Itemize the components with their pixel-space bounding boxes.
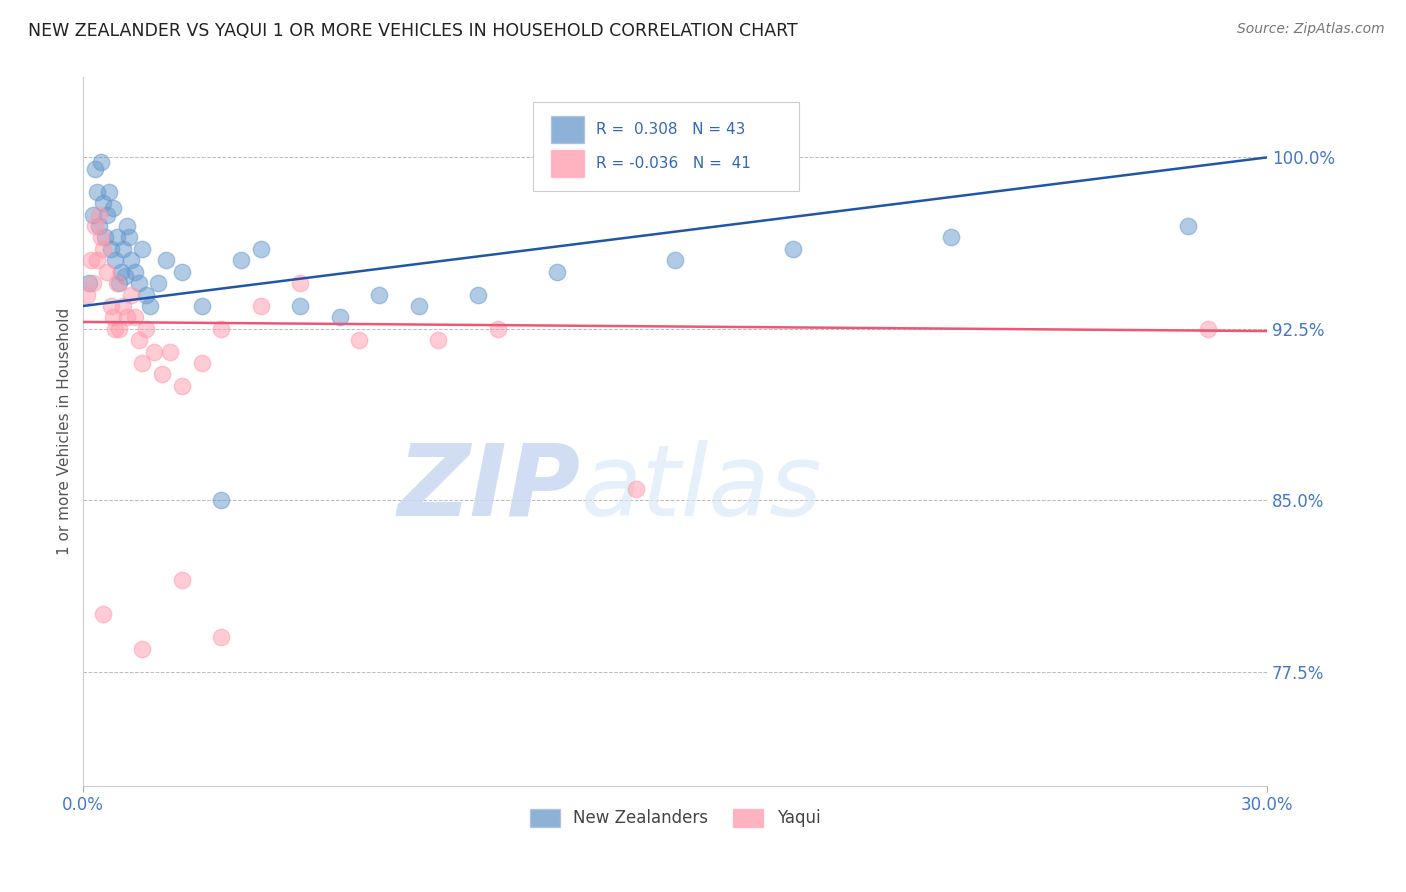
Point xyxy=(408,299,430,313)
Point xyxy=(84,219,107,233)
Point xyxy=(96,265,118,279)
Point xyxy=(86,185,108,199)
Point xyxy=(368,287,391,301)
Point xyxy=(107,322,129,336)
Point xyxy=(128,333,150,347)
Point xyxy=(76,287,98,301)
Point xyxy=(131,242,153,256)
Point xyxy=(87,208,110,222)
Point xyxy=(624,482,647,496)
FancyBboxPatch shape xyxy=(551,150,583,177)
Point xyxy=(111,242,134,256)
Point xyxy=(349,333,371,347)
Point xyxy=(91,242,114,256)
Point xyxy=(209,322,232,336)
FancyBboxPatch shape xyxy=(533,103,800,191)
Text: atlas: atlas xyxy=(581,440,823,537)
Text: R = -0.036   N =  41: R = -0.036 N = 41 xyxy=(596,155,751,170)
Point xyxy=(124,310,146,325)
Point xyxy=(94,230,117,244)
Point xyxy=(96,208,118,222)
Point xyxy=(150,368,173,382)
Point xyxy=(467,287,489,301)
Point xyxy=(329,310,352,325)
Point xyxy=(155,253,177,268)
Point xyxy=(229,253,252,268)
Point xyxy=(782,242,804,256)
Point xyxy=(82,276,104,290)
Point xyxy=(115,219,138,233)
Text: ZIP: ZIP xyxy=(398,440,581,537)
Point xyxy=(101,310,124,325)
Point xyxy=(664,253,686,268)
FancyBboxPatch shape xyxy=(551,116,583,143)
Point xyxy=(105,276,128,290)
Point xyxy=(115,310,138,325)
Point xyxy=(128,276,150,290)
Point xyxy=(91,607,114,622)
Point xyxy=(120,287,142,301)
Point xyxy=(170,573,193,587)
Point xyxy=(209,493,232,508)
Point xyxy=(148,276,170,290)
Point xyxy=(486,322,509,336)
Point xyxy=(120,253,142,268)
Point xyxy=(84,161,107,176)
Text: Source: ZipAtlas.com: Source: ZipAtlas.com xyxy=(1237,22,1385,37)
Point xyxy=(77,276,100,290)
Point xyxy=(107,276,129,290)
Point xyxy=(110,265,132,279)
Point xyxy=(427,333,450,347)
Point xyxy=(100,299,122,313)
Point xyxy=(90,230,112,244)
Point xyxy=(90,155,112,169)
Point xyxy=(111,299,134,313)
Point xyxy=(135,322,157,336)
Point xyxy=(97,185,120,199)
Point xyxy=(143,344,166,359)
Point xyxy=(546,265,568,279)
Point xyxy=(105,230,128,244)
Point xyxy=(159,344,181,359)
Point xyxy=(290,276,312,290)
Point xyxy=(131,641,153,656)
Y-axis label: 1 or more Vehicles in Household: 1 or more Vehicles in Household xyxy=(58,308,72,555)
Point xyxy=(104,322,127,336)
Point xyxy=(139,299,162,313)
Point xyxy=(82,208,104,222)
Text: R =  0.308   N = 43: R = 0.308 N = 43 xyxy=(596,121,745,136)
Point xyxy=(170,379,193,393)
Point xyxy=(86,253,108,268)
Point xyxy=(104,253,127,268)
Point xyxy=(941,230,963,244)
Point xyxy=(250,299,273,313)
Point xyxy=(135,287,157,301)
Point xyxy=(209,630,232,644)
Point xyxy=(100,242,122,256)
Point xyxy=(118,230,141,244)
Legend: New Zealanders, Yaqui: New Zealanders, Yaqui xyxy=(523,802,827,834)
Point xyxy=(131,356,153,370)
Point xyxy=(80,253,103,268)
Text: NEW ZEALANDER VS YAQUI 1 OR MORE VEHICLES IN HOUSEHOLD CORRELATION CHART: NEW ZEALANDER VS YAQUI 1 OR MORE VEHICLE… xyxy=(28,22,797,40)
Point xyxy=(124,265,146,279)
Point xyxy=(1197,322,1219,336)
Point xyxy=(114,269,136,284)
Point xyxy=(1177,219,1199,233)
Point xyxy=(170,265,193,279)
Point xyxy=(91,196,114,211)
Point xyxy=(290,299,312,313)
Point xyxy=(87,219,110,233)
Point xyxy=(250,242,273,256)
Point xyxy=(190,356,212,370)
Point xyxy=(101,201,124,215)
Point xyxy=(190,299,212,313)
